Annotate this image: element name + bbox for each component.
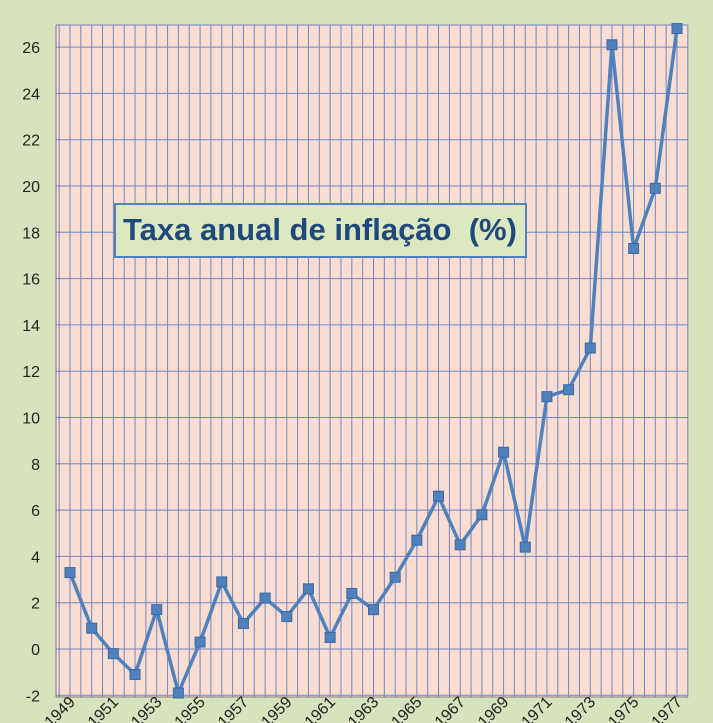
x-tick-label: 1957 xyxy=(215,694,252,723)
y-tick-label: 0 xyxy=(31,642,40,659)
y-tick-label: -2 xyxy=(26,688,40,705)
data-point xyxy=(649,182,661,194)
y-tick-label: 12 xyxy=(22,364,40,381)
data-point xyxy=(454,539,466,551)
data-point xyxy=(584,342,596,354)
series-inflation xyxy=(64,23,683,699)
data-point xyxy=(129,668,141,680)
data-point xyxy=(172,687,184,699)
y-tick-label: 8 xyxy=(31,457,40,474)
y-tick-label: 26 xyxy=(22,40,40,57)
y-tick-label: 10 xyxy=(22,411,40,428)
x-tick-label: 1959 xyxy=(258,694,295,723)
data-point xyxy=(563,384,575,396)
chart-title: Taxa anual de inflação (%) xyxy=(114,203,527,258)
x-tick-label: 1953 xyxy=(128,694,165,723)
data-point xyxy=(671,23,683,35)
data-point xyxy=(302,583,314,595)
x-tick-label: 1963 xyxy=(345,694,382,723)
data-point xyxy=(433,490,445,502)
data-point xyxy=(194,636,206,648)
x-tick-label: 1973 xyxy=(562,694,599,723)
x-tick-label: 1961 xyxy=(302,694,339,723)
data-point xyxy=(541,391,553,403)
data-point xyxy=(281,611,293,623)
y-tick-label: 18 xyxy=(22,225,40,242)
y-tick-label: 20 xyxy=(22,179,40,196)
y-tick-label: 4 xyxy=(31,549,40,566)
data-point xyxy=(628,243,640,255)
data-point xyxy=(606,39,618,51)
y-tick-label: 22 xyxy=(22,133,40,150)
data-point xyxy=(216,576,228,588)
data-point xyxy=(368,604,379,616)
y-tick-label: 24 xyxy=(22,86,40,103)
data-point xyxy=(64,567,76,579)
data-point xyxy=(389,571,401,583)
x-tick-label: 1971 xyxy=(519,694,556,723)
x-tick-label: 1967 xyxy=(432,694,469,723)
data-point xyxy=(411,534,423,546)
x-tick-label: 1969 xyxy=(475,694,512,723)
data-point xyxy=(476,509,488,521)
data-point xyxy=(86,622,98,634)
data-point xyxy=(498,446,510,458)
data-point xyxy=(519,541,531,553)
data-point xyxy=(107,648,119,660)
data-point xyxy=(259,592,271,604)
gridlines xyxy=(55,24,689,698)
x-tick-label: 1965 xyxy=(388,694,425,723)
plot-area xyxy=(56,25,688,697)
x-tick-label: 1975 xyxy=(605,694,642,723)
data-point xyxy=(151,604,163,616)
x-tick-label: 1949 xyxy=(42,694,79,723)
y-tick-label: 2 xyxy=(31,596,40,613)
data-point xyxy=(324,631,336,643)
x-tick-label: 1977 xyxy=(649,694,686,723)
data-point xyxy=(237,618,249,630)
x-axis-tick-labels: 1949 1951 1953 1955 1957 1959 1961 1963 1965 1967… xyxy=(42,694,686,723)
y-tick-label: 14 xyxy=(22,318,40,335)
x-tick-label: 1951 xyxy=(85,694,122,723)
y-tick-label: 6 xyxy=(31,503,40,520)
data-point xyxy=(346,587,358,599)
y-tick-label: 16 xyxy=(22,272,40,289)
